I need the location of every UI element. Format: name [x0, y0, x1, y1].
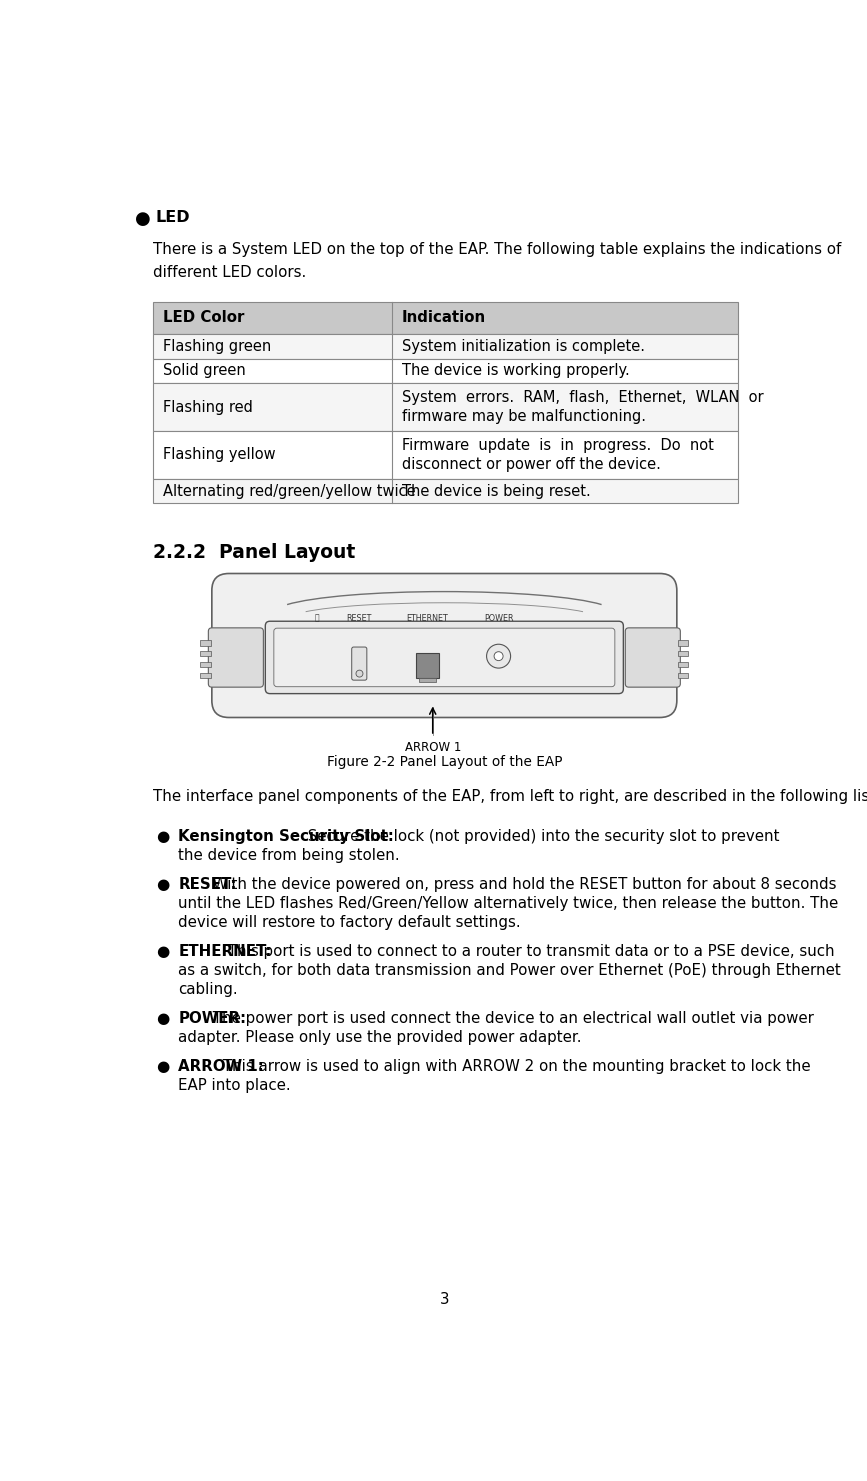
Text: Firmware  update  is  in  progress.  Do  not: Firmware update is in progress. Do not — [401, 438, 714, 453]
Bar — [153, 384, 738, 431]
FancyBboxPatch shape — [274, 628, 615, 687]
Bar — [419, 678, 436, 683]
FancyArrow shape — [678, 652, 688, 656]
Text: ●: ● — [156, 1059, 170, 1074]
Text: ●: ● — [134, 210, 151, 228]
Bar — [153, 335, 738, 358]
Text: Flashing yellow: Flashing yellow — [163, 447, 276, 462]
Text: System initialization is complete.: System initialization is complete. — [401, 339, 645, 354]
Text: ETHERNET: ETHERNET — [407, 613, 448, 624]
FancyArrow shape — [200, 640, 211, 646]
FancyArrow shape — [678, 662, 688, 666]
Bar — [153, 358, 738, 384]
Text: 2.2.2  Panel Layout: 2.2.2 Panel Layout — [153, 544, 355, 563]
Circle shape — [356, 669, 363, 677]
Text: cabling.: cabling. — [178, 982, 238, 997]
Bar — [153, 478, 738, 504]
Text: 3: 3 — [440, 1291, 449, 1308]
Text: LED: LED — [156, 210, 190, 225]
Text: ●: ● — [156, 829, 170, 844]
Bar — [415, 653, 439, 678]
Text: There is a System LED on the top of the EAP. The following table explains the in: There is a System LED on the top of the … — [153, 243, 842, 258]
Text: With the device powered on, press and hold the RESET button for about 8 seconds: With the device powered on, press and ho… — [208, 877, 837, 892]
Text: The power port is used connect the device to an electrical wall outlet via power: The power port is used connect the devic… — [208, 1012, 814, 1026]
FancyArrow shape — [678, 672, 688, 678]
Text: The device is being reset.: The device is being reset. — [401, 484, 590, 499]
Text: Flashing green: Flashing green — [163, 339, 271, 354]
Text: Solid green: Solid green — [163, 363, 246, 379]
Text: This arrow is used to align with ARROW 2 on the mounting bracket to lock the: This arrow is used to align with ARROW 2… — [218, 1059, 811, 1074]
Circle shape — [494, 652, 503, 661]
Text: RESET:: RESET: — [178, 877, 237, 892]
Text: Flashing red: Flashing red — [163, 400, 253, 415]
Text: Kensington Security Slot:: Kensington Security Slot: — [178, 829, 394, 844]
Text: Alternating red/green/yellow twice: Alternating red/green/yellow twice — [163, 484, 416, 499]
FancyBboxPatch shape — [212, 573, 677, 717]
Text: ●: ● — [156, 943, 170, 958]
FancyArrow shape — [200, 672, 211, 678]
FancyArrow shape — [200, 652, 211, 656]
Text: until the LED flashes Red/Green/Yellow alternatively twice, then release the but: until the LED flashes Red/Green/Yellow a… — [178, 896, 838, 911]
Text: This port is used to connect to a router to transmit data or to a PSE device, su: This port is used to connect to a router… — [223, 943, 835, 958]
Text: RESET: RESET — [347, 613, 372, 624]
Text: as a switch, for both data transmission and Power over Ethernet (PoE) through Et: as a switch, for both data transmission … — [178, 963, 841, 977]
Text: Figure 2-2 Panel Layout of the EAP: Figure 2-2 Panel Layout of the EAP — [327, 755, 562, 769]
FancyBboxPatch shape — [625, 628, 681, 687]
Text: Secure the lock (not provided) into the security slot to prevent: Secure the lock (not provided) into the … — [303, 829, 779, 844]
Text: POWER:: POWER: — [178, 1012, 246, 1026]
FancyArrow shape — [200, 662, 211, 666]
FancyArrow shape — [678, 640, 688, 646]
Text: The device is working properly.: The device is working properly. — [401, 363, 629, 379]
Text: adapter. Please only use the provided power adapter.: adapter. Please only use the provided po… — [178, 1029, 582, 1044]
Bar — [153, 302, 738, 335]
FancyBboxPatch shape — [208, 628, 264, 687]
Text: Indication: Indication — [401, 311, 486, 326]
Text: the device from being stolen.: the device from being stolen. — [178, 847, 400, 862]
Bar — [153, 431, 738, 478]
Text: The interface panel components of the EAP, from left to right, are described in : The interface panel components of the EA… — [153, 789, 867, 804]
Text: LED Color: LED Color — [163, 311, 244, 326]
Text: ARROW 1: ARROW 1 — [405, 740, 461, 754]
FancyBboxPatch shape — [265, 621, 623, 693]
Text: POWER: POWER — [484, 613, 513, 624]
Text: ●: ● — [156, 877, 170, 892]
Text: firmware may be malfunctioning.: firmware may be malfunctioning. — [401, 409, 646, 424]
Text: disconnect or power off the device.: disconnect or power off the device. — [401, 458, 661, 472]
Text: ●: ● — [156, 1012, 170, 1026]
Text: different LED colors.: different LED colors. — [153, 265, 307, 280]
Text: EAP into place.: EAP into place. — [178, 1078, 290, 1093]
Text: device will restore to factory default settings.: device will restore to factory default s… — [178, 915, 521, 930]
FancyBboxPatch shape — [352, 647, 367, 680]
Text: System  errors.  RAM,  flash,  Ethernet,  WLAN  or: System errors. RAM, flash, Ethernet, WLA… — [401, 390, 764, 406]
Circle shape — [486, 644, 511, 668]
Text: ARROW 1:: ARROW 1: — [178, 1059, 264, 1074]
Text: ⚿: ⚿ — [314, 613, 319, 624]
Text: ETHERNET:: ETHERNET: — [178, 943, 271, 958]
